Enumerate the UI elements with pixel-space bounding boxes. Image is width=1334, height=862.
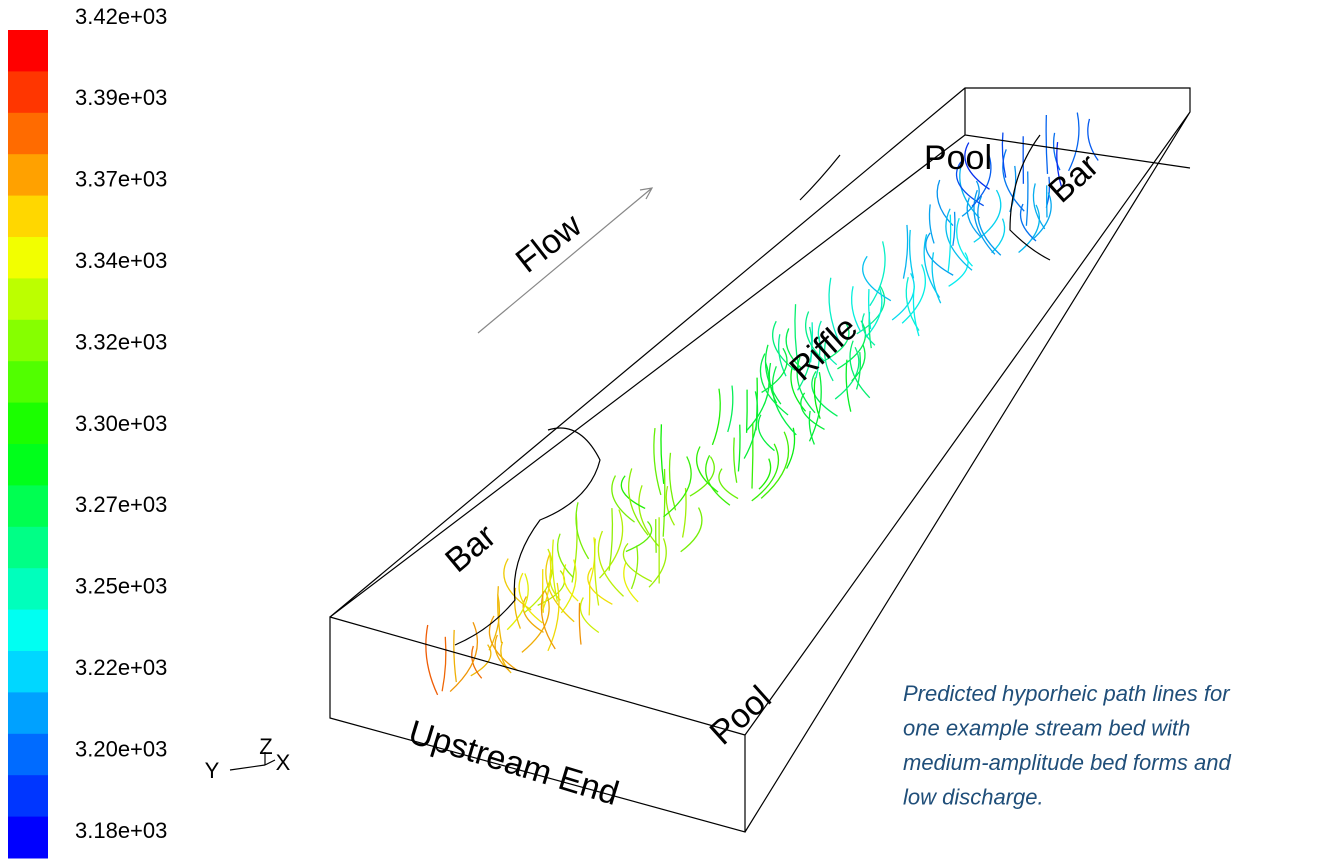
path-line xyxy=(747,390,748,433)
path-line xyxy=(892,273,914,320)
path-line xyxy=(612,476,635,523)
path-line xyxy=(957,218,973,266)
colorbar-label: 3.42e+03 xyxy=(75,4,167,29)
caption: Predicted hyporheic path lines for one ex… xyxy=(903,681,1231,810)
path-line xyxy=(752,444,779,501)
colorbar-label: 3.32e+03 xyxy=(75,329,167,354)
path-line xyxy=(589,537,595,585)
color-band xyxy=(8,734,48,776)
colorbar-label: 3.37e+03 xyxy=(75,167,167,192)
colorbar-label: 3.27e+03 xyxy=(75,492,167,517)
path-line xyxy=(576,502,589,559)
path-line xyxy=(953,212,955,246)
path-line xyxy=(454,630,457,682)
path-line xyxy=(728,386,733,432)
path-line xyxy=(661,424,664,484)
path-line xyxy=(929,204,934,243)
path-line xyxy=(910,230,914,278)
path-line xyxy=(543,569,544,613)
axis-triad: Z Y X xyxy=(205,734,291,783)
colorbar-label: 3.34e+03 xyxy=(75,248,167,273)
path-lines xyxy=(426,113,1098,695)
path-line xyxy=(589,582,590,615)
color-band xyxy=(8,485,48,527)
colorbar-label: 3.20e+03 xyxy=(75,736,167,761)
color-band xyxy=(8,775,48,817)
path-line xyxy=(1026,171,1028,225)
annotation: Flow xyxy=(509,206,589,280)
path-line xyxy=(426,625,438,695)
path-line xyxy=(626,521,652,551)
path-line xyxy=(522,590,549,653)
caption-line: Predicted hyporheic path lines for xyxy=(903,681,1231,706)
path-line xyxy=(552,540,557,602)
path-line xyxy=(903,225,907,279)
color-band xyxy=(8,361,48,403)
annotation: Pool xyxy=(703,679,779,753)
caption-line: one example stream bed with xyxy=(903,715,1190,740)
axis-label: Y xyxy=(205,758,220,783)
annotation: Upstream End xyxy=(404,713,623,813)
path-line xyxy=(758,415,774,451)
figure: 3.42e+03 3.39e+03 3.37e+03 3.34e+03 3.32e+03… xyxy=(0,0,1334,862)
color-band xyxy=(8,196,48,238)
colorbar-label: 3.25e+03 xyxy=(75,574,167,599)
caption-line: low discharge. xyxy=(903,784,1044,809)
colorbar: 3.42e+03 3.39e+03 3.37e+03 3.34e+03 3.32e+03… xyxy=(8,4,167,859)
path-line xyxy=(932,252,941,303)
colorbar-label: 3.30e+03 xyxy=(75,411,167,436)
color-band xyxy=(8,610,48,652)
path-line xyxy=(747,362,769,430)
color-band xyxy=(8,527,48,569)
annotation: Bar xyxy=(438,517,503,580)
path-line xyxy=(738,425,740,472)
bed-contour xyxy=(455,135,1050,645)
color-band xyxy=(8,817,48,859)
axis-label: Z xyxy=(259,734,272,759)
color-band xyxy=(8,444,48,486)
path-line xyxy=(621,476,645,509)
color-band xyxy=(8,113,48,155)
path-line xyxy=(654,428,661,495)
path-line xyxy=(962,181,979,216)
annotation: Pool xyxy=(924,139,992,177)
color-band xyxy=(8,568,48,610)
color-band xyxy=(8,320,48,362)
color-band xyxy=(8,154,48,196)
color-band xyxy=(8,30,48,72)
color-band xyxy=(8,692,48,734)
color-band xyxy=(8,237,48,279)
path-line xyxy=(712,389,720,445)
colorbar-label: 3.39e+03 xyxy=(75,85,167,110)
colorbar-label: 3.22e+03 xyxy=(75,655,167,680)
colorbar-label: 3.18e+03 xyxy=(75,818,167,843)
path-line xyxy=(1046,115,1047,174)
axis-label: X xyxy=(276,750,291,775)
color-band xyxy=(8,71,48,113)
path-line xyxy=(752,423,753,489)
path-line xyxy=(631,546,637,589)
color-band xyxy=(8,651,48,693)
path-line xyxy=(666,486,674,525)
color-band xyxy=(8,403,48,445)
caption-line: medium-amplitude bed forms and xyxy=(903,750,1231,775)
path-line xyxy=(588,568,613,604)
path-line xyxy=(442,637,446,691)
path-line xyxy=(599,510,622,579)
color-band xyxy=(8,278,48,320)
path-line xyxy=(734,438,737,483)
path-line xyxy=(670,453,676,510)
